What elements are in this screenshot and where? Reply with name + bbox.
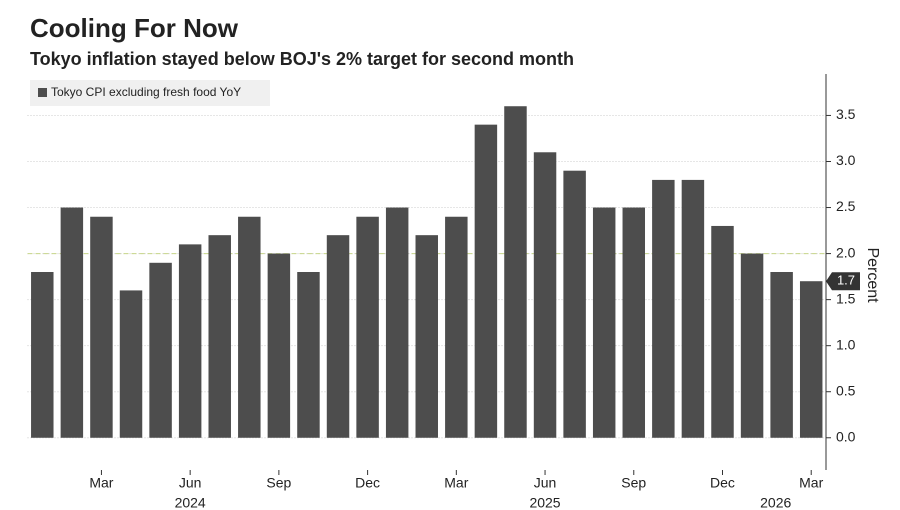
bar: [504, 106, 527, 438]
y-tick-label: 0.5: [836, 382, 856, 398]
bar: [356, 216, 379, 438]
y-tick-label: 0.0: [836, 428, 856, 444]
x-tick-label: Mar: [444, 475, 468, 491]
bar: [149, 262, 172, 438]
y-tick-label: 2.0: [836, 244, 856, 260]
bar: [119, 290, 143, 438]
bar: [563, 170, 586, 438]
last-value-label: 1.7: [837, 273, 855, 288]
x-tick-label: Dec: [355, 475, 380, 491]
bar: [622, 207, 646, 438]
x-year-label: 2026: [760, 495, 791, 510]
y-axis-label: Percent: [864, 247, 881, 303]
last-value-tag: [826, 272, 860, 291]
bar: [60, 207, 84, 438]
bar: [711, 225, 734, 438]
bar: [178, 244, 202, 438]
chart-subtitle: Tokyo inflation stayed below BOJ's 2% ta…: [30, 49, 574, 69]
bar: [445, 216, 468, 438]
bar: [533, 152, 557, 438]
bar: [592, 207, 616, 438]
x-tick-label: Mar: [89, 475, 113, 491]
x-tick-label: Sep: [266, 475, 291, 491]
y-tick-label: 1.0: [836, 336, 856, 352]
bar: [681, 179, 705, 438]
bar: [415, 235, 438, 438]
y-tick-label: 1.5: [836, 290, 856, 306]
legend-label: Tokyo CPI excluding fresh food YoY: [51, 85, 241, 99]
x-year-label: 2024: [175, 495, 206, 510]
bar: [799, 281, 823, 438]
x-tick-label: Jun: [179, 475, 202, 491]
y-tick-label: 2.5: [836, 198, 856, 214]
legend-box: [30, 80, 270, 106]
bar: [474, 124, 498, 438]
y-tick-label: 3.0: [836, 152, 856, 168]
x-year-label: 2025: [529, 495, 560, 510]
bar: [385, 207, 409, 438]
legend-swatch: [38, 88, 47, 97]
x-tick-label: Dec: [710, 475, 735, 491]
x-tick-label: Mar: [799, 475, 823, 491]
x-tick-label: Jun: [534, 475, 557, 491]
bar: [90, 216, 113, 438]
chart-title: Cooling For Now: [30, 13, 239, 43]
x-tick-label: Sep: [621, 475, 646, 491]
bar: [652, 179, 675, 438]
bar: [208, 235, 231, 438]
bar: [31, 272, 54, 438]
bar: [238, 216, 261, 438]
bar: [740, 253, 764, 438]
bar: [267, 253, 291, 438]
bar: [297, 272, 320, 438]
bar: [326, 235, 350, 438]
y-tick-label: 3.5: [836, 106, 856, 122]
bar: [770, 272, 793, 438]
